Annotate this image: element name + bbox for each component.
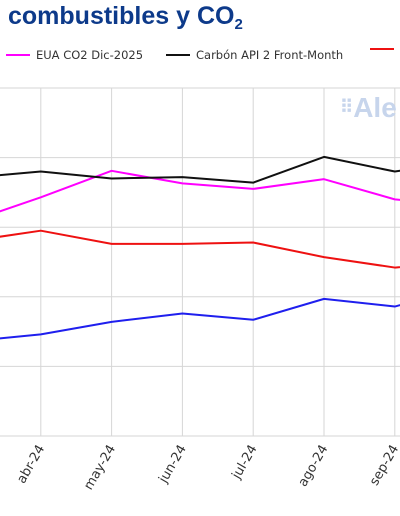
chart-title-text: combustibles y CO <box>8 2 235 30</box>
series-line-2 <box>0 229 400 269</box>
x-tick-label: ago-24 <box>296 443 332 490</box>
legend-label-eua: EUA CO2 Dic-2025 <box>36 48 144 62</box>
chart-grid <box>0 87 400 437</box>
x-tick-label: jun-24 <box>156 443 190 487</box>
legend-swatch-carbon <box>166 54 190 56</box>
legend-swatch-third <box>370 48 394 50</box>
x-tick-label: jul-24 <box>229 443 261 483</box>
legend-item-eua: EUA CO2 Dic-2025 <box>6 48 143 62</box>
x-tick-label: abr-24 <box>14 443 48 487</box>
x-tick-label: may-24 <box>81 443 119 493</box>
legend-item-third <box>370 48 400 50</box>
x-axis-tick-labels: abr-24may-24jun-24jul-24ago-24sep-24oct-… <box>14 443 400 493</box>
logo-text: Ale <box>353 92 397 123</box>
series-line-3 <box>0 297 400 340</box>
chart-title: combustibles y CO2 <box>8 2 243 33</box>
legend-swatch-eua <box>6 54 30 56</box>
aleasoft-logo: ⠿Ale <box>340 92 397 124</box>
legend-label-carbon: Carbón API 2 Front-Month <box>196 48 344 62</box>
chart-series <box>0 155 400 340</box>
chart-title-subscript: 2 <box>234 16 243 33</box>
series-line-1 <box>0 155 400 184</box>
x-tick-label: sep-24 <box>367 443 400 489</box>
logo-dots-icon: ⠿ <box>340 97 354 117</box>
legend-item-carbon: Carbón API 2 Front-Month <box>166 48 343 62</box>
series-line-0 <box>0 169 400 213</box>
